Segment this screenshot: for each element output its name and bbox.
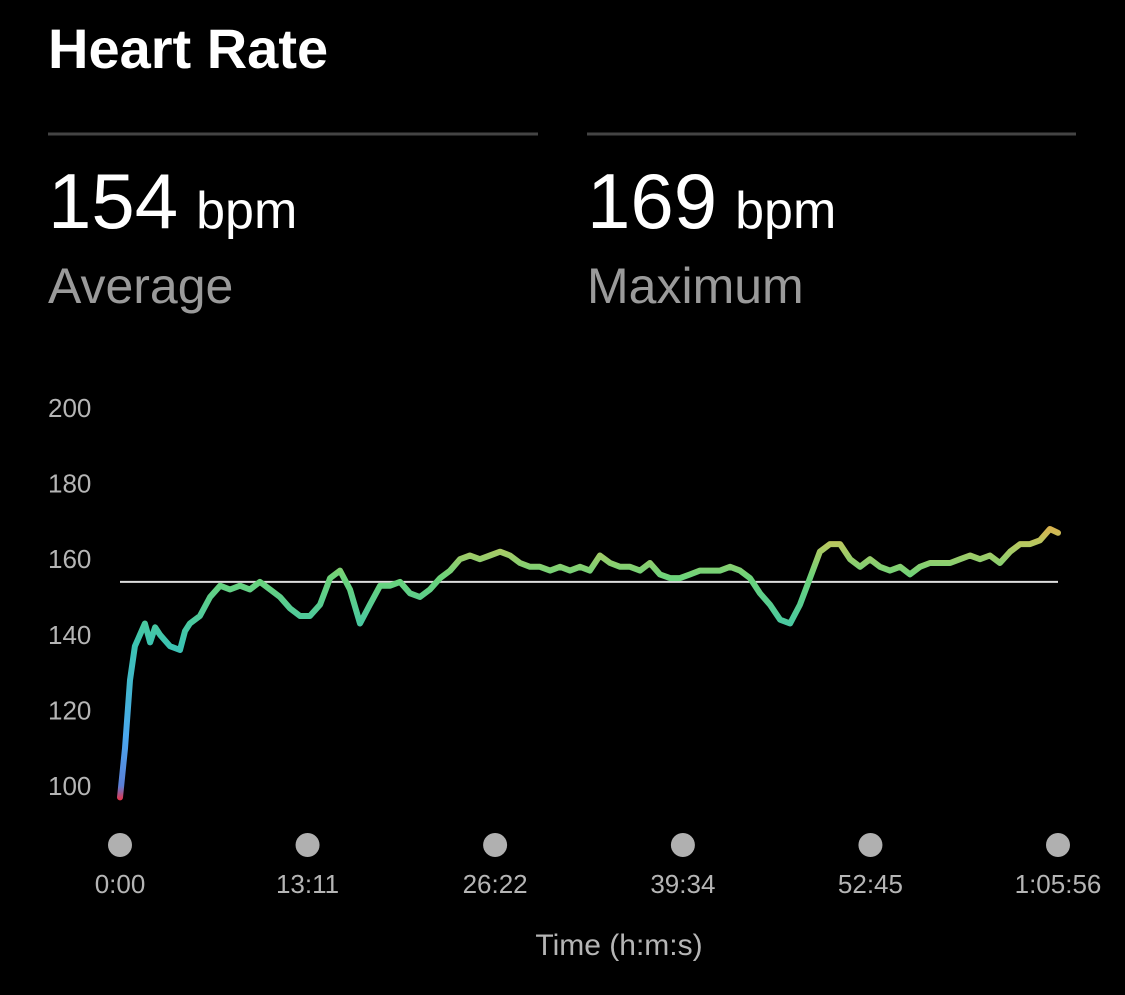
heart-rate-line [117,526,1061,801]
x-tick-label: 13:11 [276,869,339,899]
x-axis-label: Time (h:m:s) [535,929,702,962]
y-tick-label: 180 [48,469,91,499]
x-tick-dot [858,833,883,857]
x-tick-label: 1:05:56 [1015,869,1102,899]
x-tick-dot [108,833,132,857]
y-tick-label: 120 [48,695,91,725]
stat-unit: bpm [735,182,836,240]
x-tick-dot [483,833,508,857]
x-tick-dot [1046,833,1070,857]
y-tick-label: 140 [48,620,91,650]
x-tick-dot [670,833,695,857]
x-tick-label: 39:34 [650,869,715,899]
x-tick-label: 52:45 [838,869,903,899]
stat-label: Average [48,258,233,314]
x-tick-label: 0:00 [95,869,146,899]
stat-value: 154 [48,157,178,245]
y-tick-label: 100 [48,771,91,801]
x-tick-dot [295,833,320,857]
y-tick-label: 200 [48,393,91,423]
stat-unit: bpm [196,182,297,240]
y-tick-label: 160 [48,544,91,574]
title: Heart Rate [48,17,328,80]
stat-label: Maximum [587,258,804,314]
x-tick-label: 26:22 [463,869,528,899]
stat-value: 169 [587,157,717,245]
